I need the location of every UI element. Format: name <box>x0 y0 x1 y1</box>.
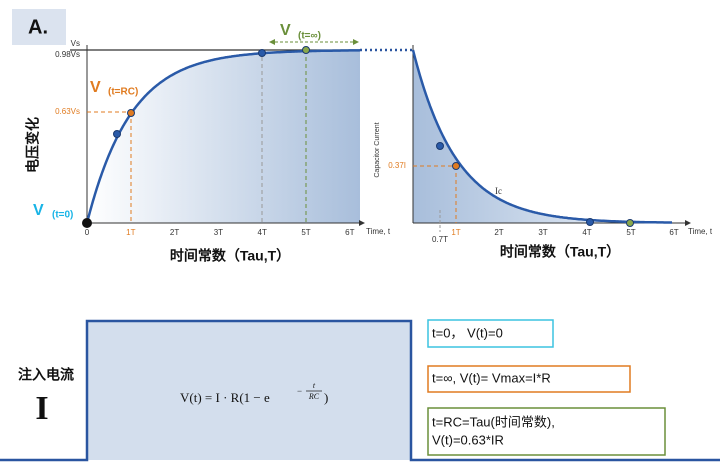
point <box>626 219 634 227</box>
note-box <box>427 365 631 393</box>
x-tick-label: 2T <box>170 228 179 237</box>
x-tick-label: 6T <box>345 228 354 237</box>
panel-label: A. <box>28 16 48 38</box>
vrc-symbol: V <box>90 79 101 96</box>
pulse-line <box>0 319 720 462</box>
y-label: 0.98Vs <box>55 50 80 59</box>
v0-subscript: (t=0) <box>52 210 73 221</box>
time-label: Time, t <box>688 227 713 236</box>
input-symbol: I <box>35 390 48 427</box>
note: V(t)=0.63*IR <box>432 432 504 447</box>
x-axis-title: 时间常数（Tau,T） <box>170 248 290 264</box>
x-tick-label: 3T <box>538 228 547 237</box>
note: t=∞, V(t)= Vmax=I*R <box>432 370 551 385</box>
x-tick-label: 2T <box>494 228 503 237</box>
x-tick-label: 1T <box>451 228 460 237</box>
note-box <box>427 407 666 456</box>
curve-label: Ic <box>495 186 502 196</box>
x-tick-label: 4T <box>582 228 591 237</box>
formula: V(t) = I · R(1 − e <box>180 390 270 405</box>
formula-main: V(t) = I · R(1 − e <box>180 390 270 405</box>
formula-exp-sign: − <box>297 386 302 396</box>
note: t=RC=Tau(时间常数), <box>432 414 555 429</box>
vinf-subscript: (t=∞) <box>298 31 321 42</box>
point <box>436 142 444 150</box>
vrc-subscript: (t=RC) <box>108 87 138 98</box>
point <box>586 218 594 226</box>
time-label: Time, t <box>366 227 391 236</box>
current-area <box>413 50 672 223</box>
x-tick-label: 5T <box>626 228 635 237</box>
formula-exp-num: t <box>313 381 316 390</box>
x-tick-label: 5T <box>301 228 310 237</box>
x-tick-label: 6T <box>669 228 678 237</box>
input-label: 注入电流 <box>18 367 74 383</box>
y-label: 0.37I <box>388 161 406 170</box>
x-ticks: 0 1T 2T 3T 4T 5T 6T <box>85 228 355 237</box>
point <box>127 109 135 117</box>
pulse-fill <box>87 321 411 460</box>
point <box>258 49 266 57</box>
x-tick-label: 1T <box>126 228 135 237</box>
point <box>302 46 310 54</box>
x-tick-label: 4T <box>258 228 267 237</box>
panel-label-box <box>12 9 66 45</box>
v0-symbol: V <box>33 202 44 219</box>
x-tick-label: 0.7T <box>432 235 448 244</box>
y-label: 0.63Vs <box>55 107 80 116</box>
formula-exp-den: RC <box>308 392 320 401</box>
y-axis-title: 电压变化 <box>25 117 41 173</box>
note: t=0， V(t)=0 <box>432 325 503 340</box>
origin-dot <box>82 218 92 228</box>
voltage-area <box>87 50 360 223</box>
x-tick-label: 3T <box>214 228 223 237</box>
x-tick-label: 0 <box>85 228 90 237</box>
point <box>113 130 121 138</box>
x-axis-title: 时间常数（Tau,T） <box>500 244 620 260</box>
note-box <box>427 319 554 348</box>
point <box>452 162 460 170</box>
y-axis-title: Capacitor Current <box>374 122 381 177</box>
vinf-symbol: V <box>280 22 291 39</box>
y-label: Vs <box>71 39 80 48</box>
formula-close: ) <box>324 390 328 405</box>
